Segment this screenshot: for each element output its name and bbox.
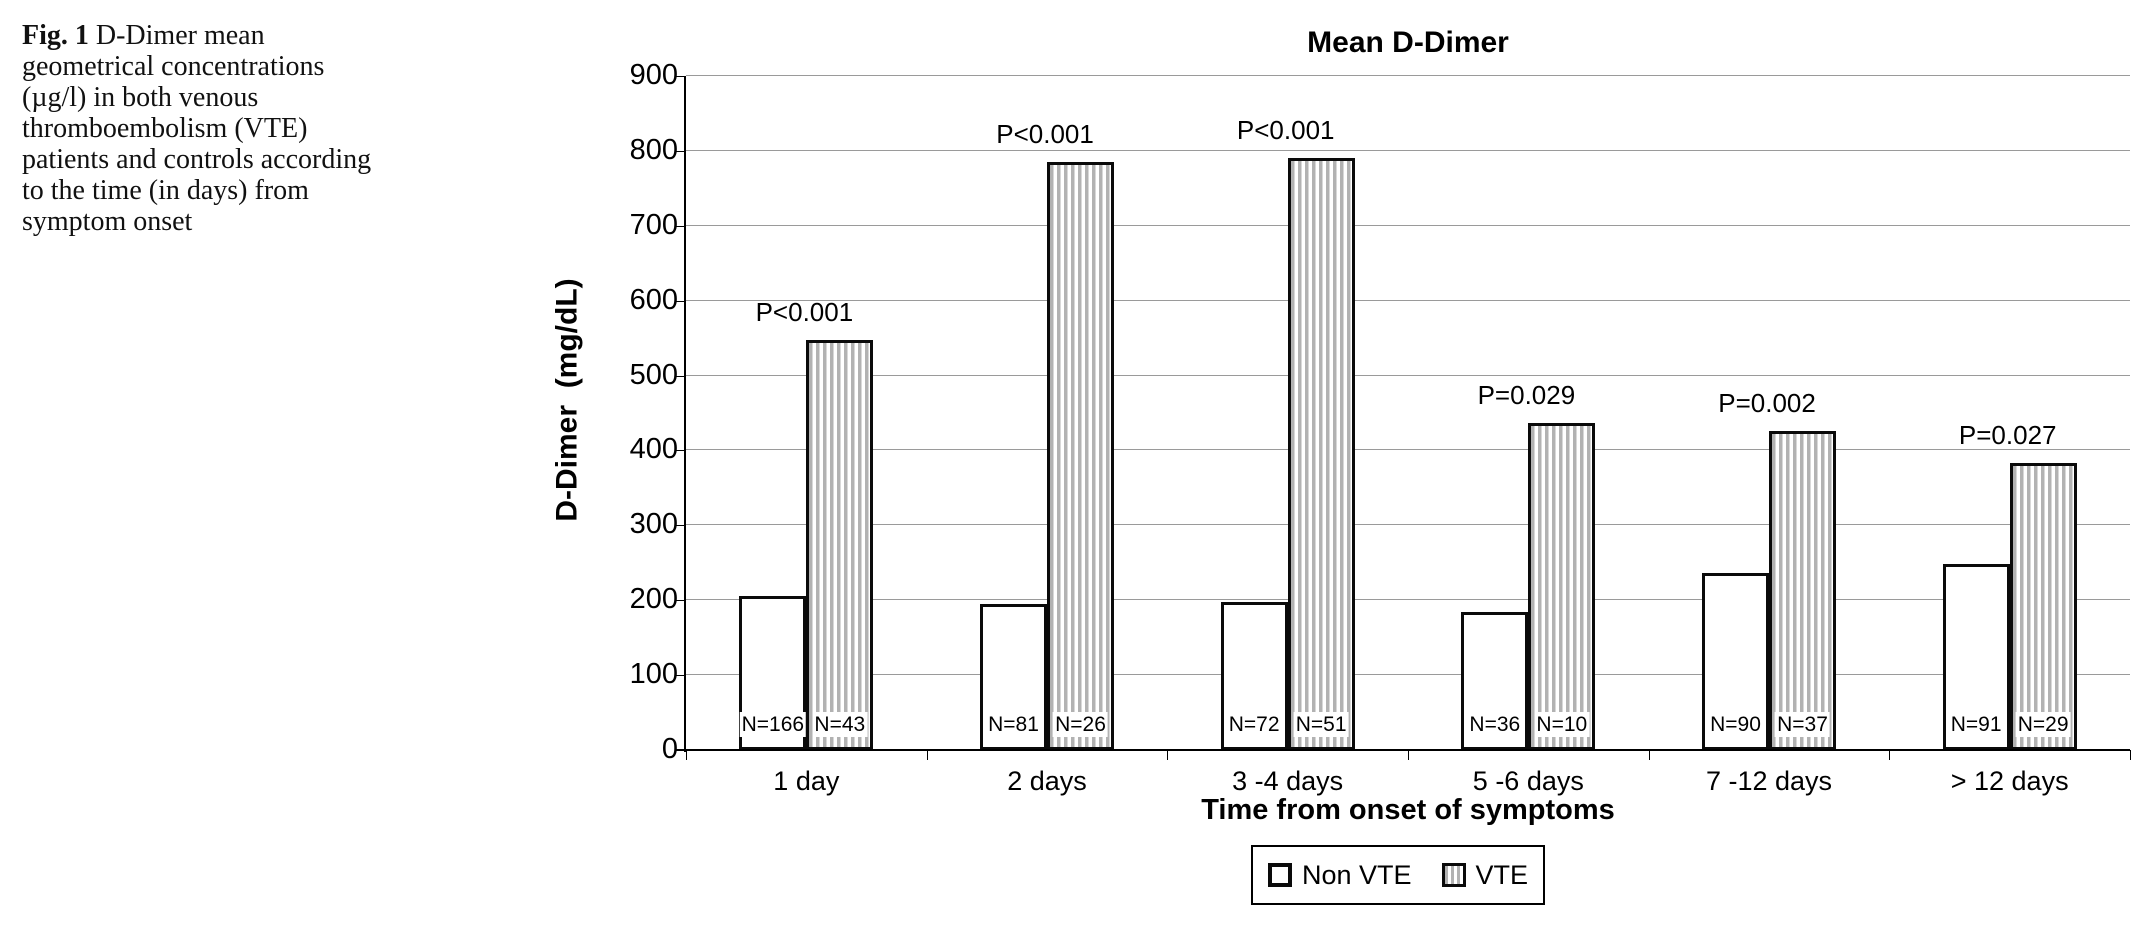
category-label: 7 -12 days	[1705, 766, 1833, 796]
legend-label-non-vte: Non VTE	[1301, 859, 1412, 890]
caption-fig-label: Fig. 1	[22, 20, 89, 51]
bar-group-4: N=36 N=10 P=0.029 5 -6 days	[1408, 76, 1649, 796]
y-tick-label-600: 600	[629, 283, 678, 316]
gridline-300	[686, 524, 2130, 526]
n-label: N=36	[1467, 712, 1523, 737]
gridline-700	[686, 224, 2130, 226]
bar-vte: N=37	[1768, 431, 1836, 750]
p-value-label: P<0.001	[1236, 115, 1335, 145]
y-tick-label-200: 200	[629, 583, 678, 616]
chart-title: Mean D-Dimer	[1307, 26, 1509, 59]
bar-vte: N=26	[1046, 162, 1114, 750]
non-vte-swatch-icon	[1267, 863, 1292, 887]
n-label: N=37	[1775, 712, 1830, 737]
n-label: N=91	[1948, 712, 2004, 737]
gridline-400	[686, 449, 2130, 451]
gridline-200	[686, 599, 2130, 601]
x-tick-2	[1167, 750, 1168, 760]
bar-group-1: N=166 N=43 P<0.001 1 day	[686, 76, 927, 796]
caption-line-5: patients and controls according	[22, 144, 372, 175]
gridline-800	[686, 149, 2130, 151]
y-tick-label-800: 800	[629, 133, 678, 166]
p-value-label: P=0.029	[1477, 380, 1576, 410]
n-label: N=29	[2015, 712, 2071, 737]
caption-line-6: to the time (in days) from	[22, 175, 309, 206]
n-label: N=90	[1708, 712, 1763, 737]
y-tick-400	[676, 450, 686, 452]
bar-group-6: N=91 N=29 P=0.027 > 12 days	[1889, 76, 2130, 796]
gridline-600	[686, 299, 2130, 301]
y-tick-label-400: 400	[629, 433, 678, 466]
bar-group-3: N=72 N=51 P<0.001 3 -4 days	[1167, 76, 1408, 796]
y-tick-label-100: 100	[629, 658, 678, 691]
caption-line-4: thromboembolism (VTE)	[22, 113, 308, 144]
p-value-label: P<0.001	[755, 297, 854, 327]
y-tick-label-900: 900	[629, 59, 678, 91]
x-tick-4	[1649, 750, 1650, 760]
bar-vte: N=43	[806, 340, 874, 750]
bar-non-vte: N=72	[1220, 602, 1288, 750]
category-label: > 12 days	[1950, 766, 2069, 796]
bar-group-5: N=90 N=37 P=0.002 7 -12 days	[1649, 76, 1890, 796]
y-tick-200	[676, 600, 686, 602]
vte-swatch-icon	[1441, 863, 1466, 887]
p-value-label: P=0.002	[1718, 388, 1816, 418]
bar-non-vte: N=91	[1942, 564, 2010, 750]
legend-label-vte: VTE	[1475, 859, 1529, 890]
y-tick-label-500: 500	[629, 358, 678, 391]
legend: Non VTE VTE	[1251, 845, 1545, 905]
n-label: N=26	[1053, 712, 1108, 737]
y-tick-label-700: 700	[629, 208, 678, 241]
n-label: N=51	[1293, 712, 1349, 737]
y-tick-800	[676, 150, 686, 152]
legend-item-vte: VTE	[1441, 859, 1529, 891]
y-tick-300	[676, 525, 686, 527]
category-label: 2 days	[1007, 766, 1087, 796]
n-label: N=43	[812, 712, 868, 737]
x-tick-6	[2130, 750, 2131, 760]
y-tick-100	[676, 675, 686, 677]
bar-vte: N=51	[1287, 158, 1355, 750]
figure-caption: Fig. 1 D-Dimer mean geometrical concentr…	[22, 20, 494, 237]
bar-non-vte: N=81	[979, 604, 1047, 750]
p-value-label: P=0.027	[1958, 420, 2057, 450]
y-axis-line	[684, 76, 686, 752]
x-tick-5	[1889, 750, 1890, 760]
category-label: 1 day	[773, 766, 840, 796]
bar-non-vte: N=90	[1701, 573, 1769, 750]
gridline-500	[686, 374, 2130, 376]
y-tick-label-300: 300	[629, 508, 678, 541]
y-tick-label-0: 0	[661, 733, 678, 765]
category-label: 3 -4 days	[1232, 766, 1344, 796]
caption-line-3: (µg/l) in both venous	[22, 82, 259, 113]
y-tick-700	[676, 225, 686, 227]
n-label: N=166	[739, 712, 807, 737]
x-tick-0	[686, 750, 687, 760]
y-tick-900	[676, 76, 686, 77]
bar-vte: N=10	[1528, 423, 1596, 750]
n-label: N=81	[986, 712, 1041, 737]
legend-item-non-vte: Non VTE	[1267, 859, 1412, 891]
n-label: N=10	[1534, 712, 1590, 737]
y-tick-500	[676, 375, 686, 377]
gridline-100	[686, 674, 2130, 676]
bar-vte: N=29	[2009, 463, 2077, 750]
category-label: 5 -6 days	[1472, 766, 1584, 796]
x-tick-3	[1408, 750, 1409, 760]
p-value-label: P<0.001	[996, 119, 1094, 149]
plot-area: 0 100 200 300 400 500 600 700 800 900 N=166 N=43 P<0…	[630, 61, 2131, 796]
x-tick-1	[927, 750, 928, 760]
n-label: N=72	[1226, 712, 1282, 737]
caption-line-7: symptom onset	[22, 206, 193, 237]
caption-line-2: geometrical concentrations	[22, 51, 325, 82]
caption-line-1: D-Dimer mean	[95, 20, 265, 51]
bar-non-vte: N=166	[739, 596, 807, 750]
gridline-900	[686, 75, 2130, 76]
y-tick-600	[676, 300, 686, 302]
x-axis-line	[676, 749, 2130, 751]
bar-non-vte: N=36	[1461, 612, 1529, 750]
bar-group-2: N=81 N=26 P<0.001 2 days	[927, 76, 1168, 796]
x-axis-title: Time from onset of symptoms	[1201, 794, 1615, 826]
